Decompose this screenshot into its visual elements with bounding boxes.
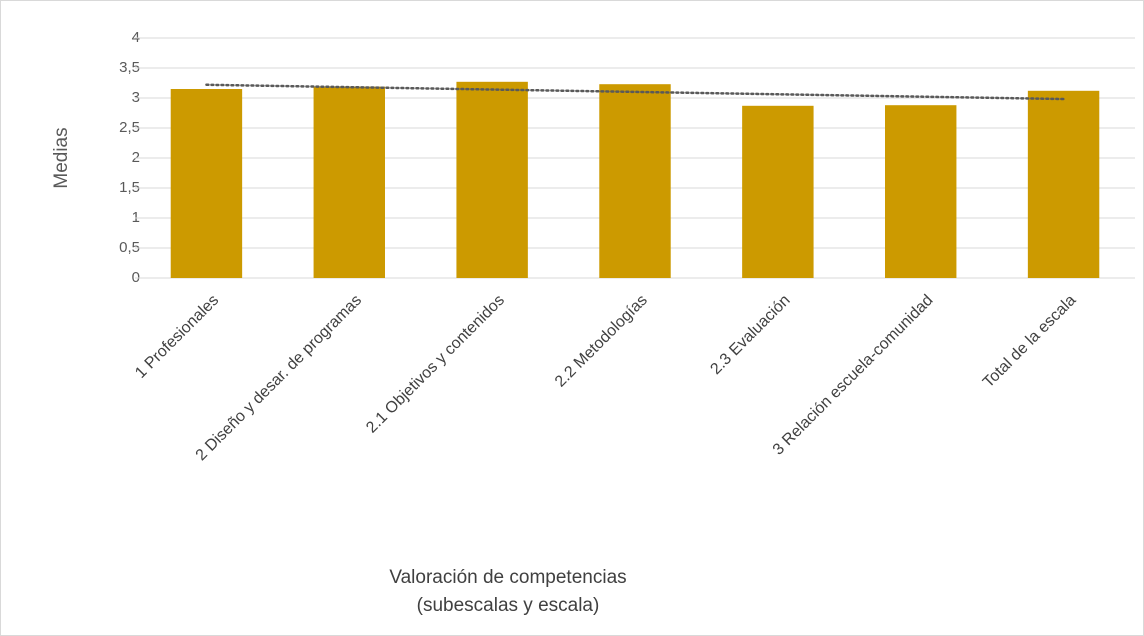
bar — [456, 81, 528, 278]
y-tick-label: 2,5 — [119, 119, 140, 136]
bar — [170, 89, 243, 278]
y-tick-label: 1,5 — [119, 179, 140, 196]
y-tick-label: 0 — [132, 269, 140, 286]
y-tick-label: 3,5 — [119, 59, 140, 76]
y-tick-label: 3 — [132, 89, 140, 106]
bar — [599, 84, 671, 278]
bar — [885, 105, 957, 278]
bar — [313, 86, 385, 278]
y-tick-label: 1 — [132, 209, 140, 226]
y-tick-label: 4 — [132, 29, 140, 46]
y-tick-label: 2 — [132, 149, 140, 166]
y-axis-title: Medias — [51, 127, 72, 188]
bar — [742, 105, 814, 278]
trendline — [205, 83, 1065, 101]
bar — [1027, 90, 1100, 278]
x-axis-title: Valoración de competencias — [389, 567, 626, 588]
x-axis-title: (subescalas y escala) — [417, 595, 600, 616]
y-tick-label: 0,5 — [119, 239, 140, 256]
